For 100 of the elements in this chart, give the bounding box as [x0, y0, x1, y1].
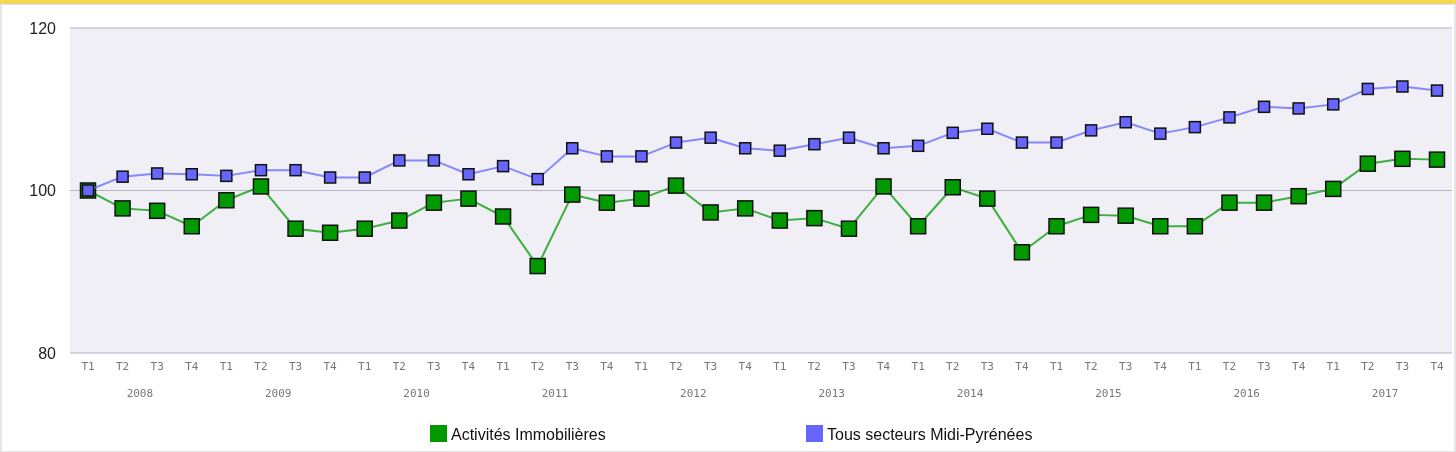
- point: [287, 220, 304, 237]
- x-tick-label: T3: [565, 360, 579, 373]
- point: [566, 142, 579, 155]
- point: [1430, 84, 1444, 97]
- x-tick-label: T3: [1395, 360, 1410, 373]
- point: [600, 150, 614, 163]
- text: 2010: [403, 387, 430, 400]
- point: [736, 200, 754, 217]
- x-tick-label: T1: [496, 360, 510, 373]
- legend-label: Tous secteurs Midi-Pyrénées: [827, 425, 1033, 443]
- x-tick-label: T2: [254, 360, 268, 373]
- x-tick-label: T4: [323, 360, 338, 373]
- x-tick-label: T3: [703, 360, 718, 373]
- point: [633, 190, 650, 207]
- x-tick-label: T4: [461, 360, 476, 373]
- point: [669, 136, 683, 149]
- point: [114, 200, 131, 217]
- x-tick-label: T3: [427, 360, 441, 373]
- text: 2012: [680, 387, 707, 400]
- x-tick-label: T4: [1430, 360, 1444, 373]
- point: [1359, 155, 1377, 172]
- point: [808, 137, 821, 151]
- point: [1119, 116, 1132, 129]
- x-tick-label: T2: [392, 360, 406, 373]
- text: 2017: [1371, 387, 1399, 400]
- point: [1221, 194, 1238, 211]
- x-tick-label: T2: [1084, 360, 1098, 373]
- point: [529, 257, 546, 275]
- point: [391, 212, 408, 229]
- x-tick-label: T3: [842, 360, 856, 373]
- point: [1084, 124, 1098, 137]
- y-tick-label: 120: [29, 19, 57, 37]
- text: 2015: [1095, 387, 1122, 400]
- x-tick-label: T4: [1292, 360, 1306, 373]
- point: [1082, 206, 1100, 224]
- point: [1361, 82, 1375, 96]
- x-tick-label: T4: [1015, 360, 1029, 373]
- point: [356, 220, 373, 237]
- point: [635, 150, 648, 163]
- point: [598, 194, 616, 211]
- x-tick-label: T2: [531, 360, 545, 373]
- point: [704, 131, 717, 144]
- x-tick-label: T2: [669, 360, 683, 373]
- text: 2013: [818, 387, 845, 400]
- point: [1154, 127, 1167, 140]
- point: [773, 144, 787, 157]
- x-tick-label: T1: [911, 360, 925, 373]
- point: [875, 178, 892, 195]
- point: [1255, 194, 1273, 211]
- point: [946, 126, 959, 140]
- point: [116, 170, 129, 183]
- x-tick-label: T4: [1153, 360, 1168, 373]
- text: 2011: [541, 387, 569, 400]
- point: [1324, 180, 1342, 198]
- x-tick-label: T1: [219, 360, 233, 373]
- x-tick-label: T3: [1119, 360, 1133, 373]
- point: [1048, 218, 1065, 235]
- point: [667, 177, 685, 194]
- point: [1394, 150, 1411, 168]
- x-tick-label: T2: [946, 360, 960, 373]
- point: [1188, 120, 1202, 134]
- point: [842, 131, 856, 144]
- point: [1396, 80, 1409, 93]
- point: [909, 218, 927, 235]
- point: [981, 122, 994, 135]
- point: [393, 154, 406, 167]
- point: [911, 139, 925, 153]
- point: [425, 194, 443, 211]
- point: [1152, 218, 1169, 235]
- point: [564, 186, 581, 203]
- x-tick-label: T4: [876, 360, 891, 373]
- point: [427, 154, 441, 167]
- point: [1015, 136, 1029, 149]
- point: [1186, 218, 1204, 235]
- x-tick-label: T4: [185, 360, 199, 373]
- legend-label: Activités Immobilières: [451, 425, 606, 443]
- x-tick-label: T2: [807, 360, 822, 373]
- point: [1428, 151, 1446, 168]
- point: [1257, 100, 1271, 114]
- x-tick-label: T1: [1326, 360, 1340, 373]
- text: 2016: [1233, 387, 1261, 400]
- text: 2008: [126, 387, 154, 400]
- point: [771, 212, 789, 229]
- x-tick-label: T4: [738, 360, 753, 373]
- x-tick-label: T1: [634, 360, 649, 373]
- point: [254, 163, 268, 177]
- point: [1290, 187, 1307, 205]
- point: [321, 224, 339, 241]
- point: [462, 168, 475, 181]
- x-tick-label: T1: [773, 360, 787, 373]
- point: [1223, 111, 1236, 124]
- point: [220, 169, 233, 183]
- x-tick-label: T1: [358, 360, 372, 373]
- x-tick-label: T4: [600, 360, 614, 373]
- point: [252, 178, 270, 195]
- x-tick-label: T3: [1257, 360, 1271, 373]
- point: [877, 142, 890, 155]
- x-tick-label: T3: [150, 360, 164, 373]
- x-tick-label: T2: [115, 360, 130, 373]
- point: [1013, 244, 1031, 261]
